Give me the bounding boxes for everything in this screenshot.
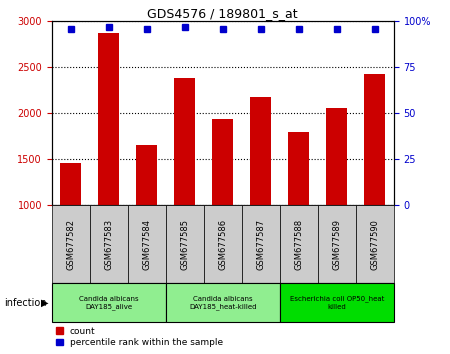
Legend: count, percentile rank within the sample: count, percentile rank within the sample: [56, 327, 223, 347]
Bar: [90, 205, 128, 283]
Bar: [128, 205, 166, 283]
Bar: [212, 119, 233, 297]
Bar: [288, 132, 309, 297]
Bar: [242, 205, 280, 283]
Text: GSM677586: GSM677586: [218, 219, 227, 270]
Text: GSM677589: GSM677589: [332, 219, 341, 270]
Text: Escherichia coli OP50_heat
killed: Escherichia coli OP50_heat killed: [289, 296, 384, 310]
Bar: [174, 78, 195, 297]
Bar: [280, 205, 318, 283]
Text: GSM677587: GSM677587: [256, 219, 265, 270]
Bar: [364, 74, 385, 297]
Text: Candida albicans
DAY185_heat-killed: Candida albicans DAY185_heat-killed: [189, 296, 256, 310]
Title: GDS4576 / 189801_s_at: GDS4576 / 189801_s_at: [148, 7, 298, 20]
Bar: [326, 108, 347, 297]
Text: GSM677584: GSM677584: [142, 219, 151, 270]
Bar: [98, 33, 119, 297]
Text: GSM677582: GSM677582: [66, 219, 75, 270]
Bar: [280, 283, 394, 322]
Text: Candida albicans
DAY185_alive: Candida albicans DAY185_alive: [79, 296, 139, 310]
Bar: [166, 205, 204, 283]
Bar: [52, 283, 166, 322]
Bar: [60, 163, 81, 297]
Text: GSM677588: GSM677588: [294, 219, 303, 270]
Bar: [52, 205, 90, 283]
Text: ▶: ▶: [41, 298, 49, 308]
Bar: [136, 145, 157, 297]
Bar: [166, 283, 280, 322]
Bar: [356, 205, 394, 283]
Text: GSM677590: GSM677590: [370, 219, 379, 270]
Bar: [250, 97, 271, 297]
Bar: [318, 205, 356, 283]
Text: GSM677585: GSM677585: [180, 219, 189, 270]
Text: GSM677583: GSM677583: [104, 219, 113, 270]
Bar: [204, 205, 242, 283]
Text: infection: infection: [4, 298, 47, 308]
